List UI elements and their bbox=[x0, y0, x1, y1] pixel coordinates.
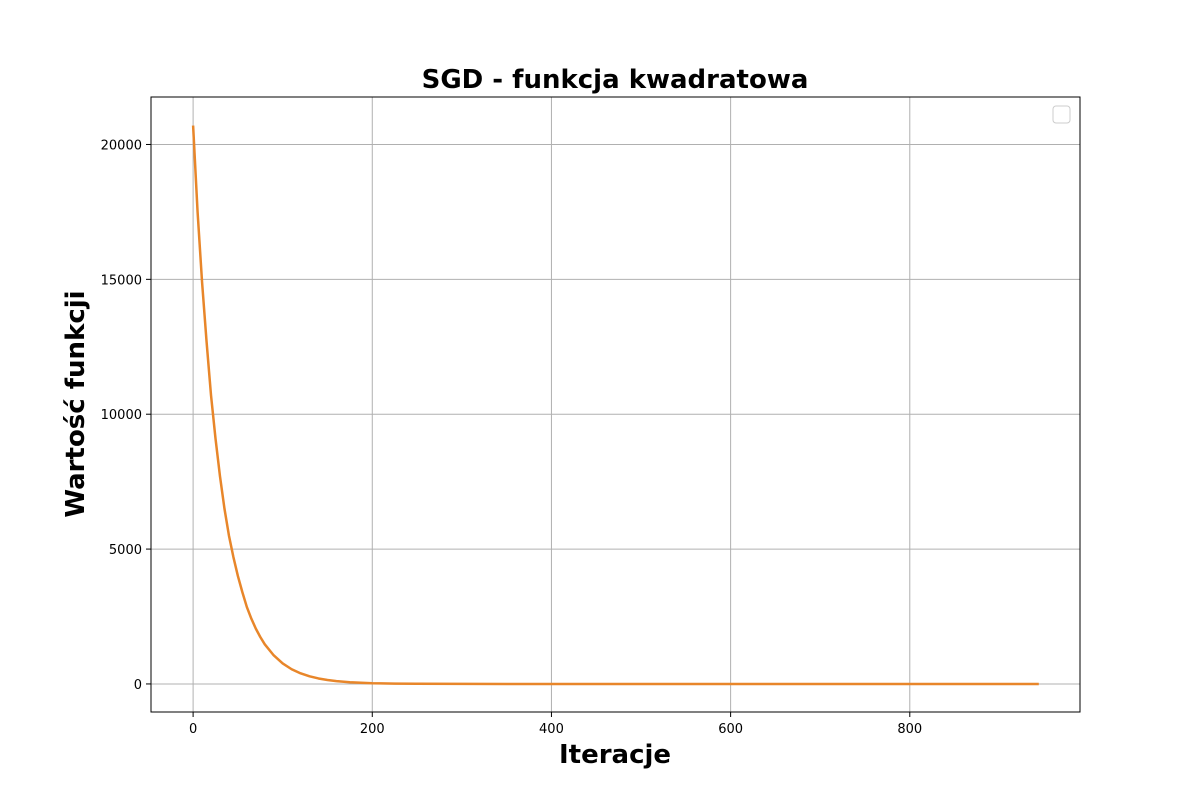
chart-title: SGD - funkcja kwadratowa bbox=[422, 65, 809, 95]
y-tick-label: 5000 bbox=[109, 543, 142, 558]
y-tick-label: 10000 bbox=[101, 408, 142, 423]
legend bbox=[1052, 105, 1071, 124]
x-tick-label: 800 bbox=[897, 722, 922, 737]
y-tick-label: 15000 bbox=[101, 273, 142, 288]
y-tick-label: 0 bbox=[134, 678, 142, 693]
plot-frame bbox=[150, 96, 1081, 713]
x-tick-label: 0 bbox=[189, 722, 197, 737]
y-axis-label: Wartość funkcji bbox=[61, 290, 91, 517]
plot-area bbox=[191, 125, 1039, 686]
x-axis-label: Iteracje bbox=[559, 740, 671, 770]
x-tick-label: 400 bbox=[539, 722, 564, 737]
x-tick-label: 200 bbox=[360, 722, 385, 737]
y-tick-label: 20000 bbox=[101, 138, 142, 153]
series-line bbox=[191, 125, 1039, 686]
x-tick-label: 600 bbox=[718, 722, 743, 737]
axis-ticks: 0 200 400 600 800 0 5000 10000 15000 20000 bbox=[101, 138, 923, 737]
